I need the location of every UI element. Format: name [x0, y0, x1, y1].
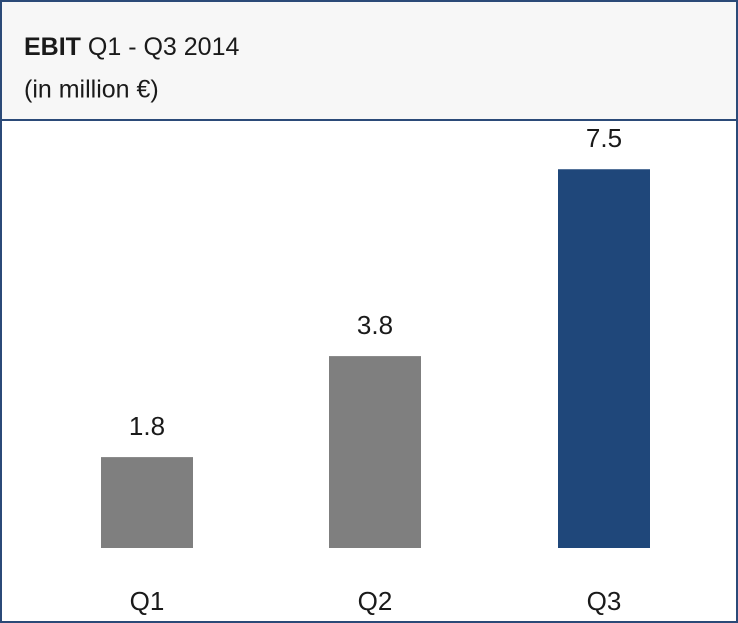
value-label: 3.8: [357, 310, 393, 340]
value-label: 1.8: [129, 411, 165, 441]
x-tick-label: Q3: [587, 586, 622, 616]
chart-title-rest: Q1 - Q3 2014: [88, 33, 240, 61]
header-background: [2, 2, 736, 120]
bar: [329, 356, 421, 548]
chart-subtitle: (in million €): [24, 76, 159, 104]
bar: [558, 169, 650, 548]
chart-title-bold: EBIT: [24, 33, 81, 61]
chart-title: EBIT Q1 - Q3 2014: [24, 33, 239, 61]
x-tick-label: Q2: [358, 586, 393, 616]
x-tick-label: Q1: [130, 586, 165, 616]
bar: [101, 457, 193, 548]
value-label: 7.5: [586, 123, 622, 153]
